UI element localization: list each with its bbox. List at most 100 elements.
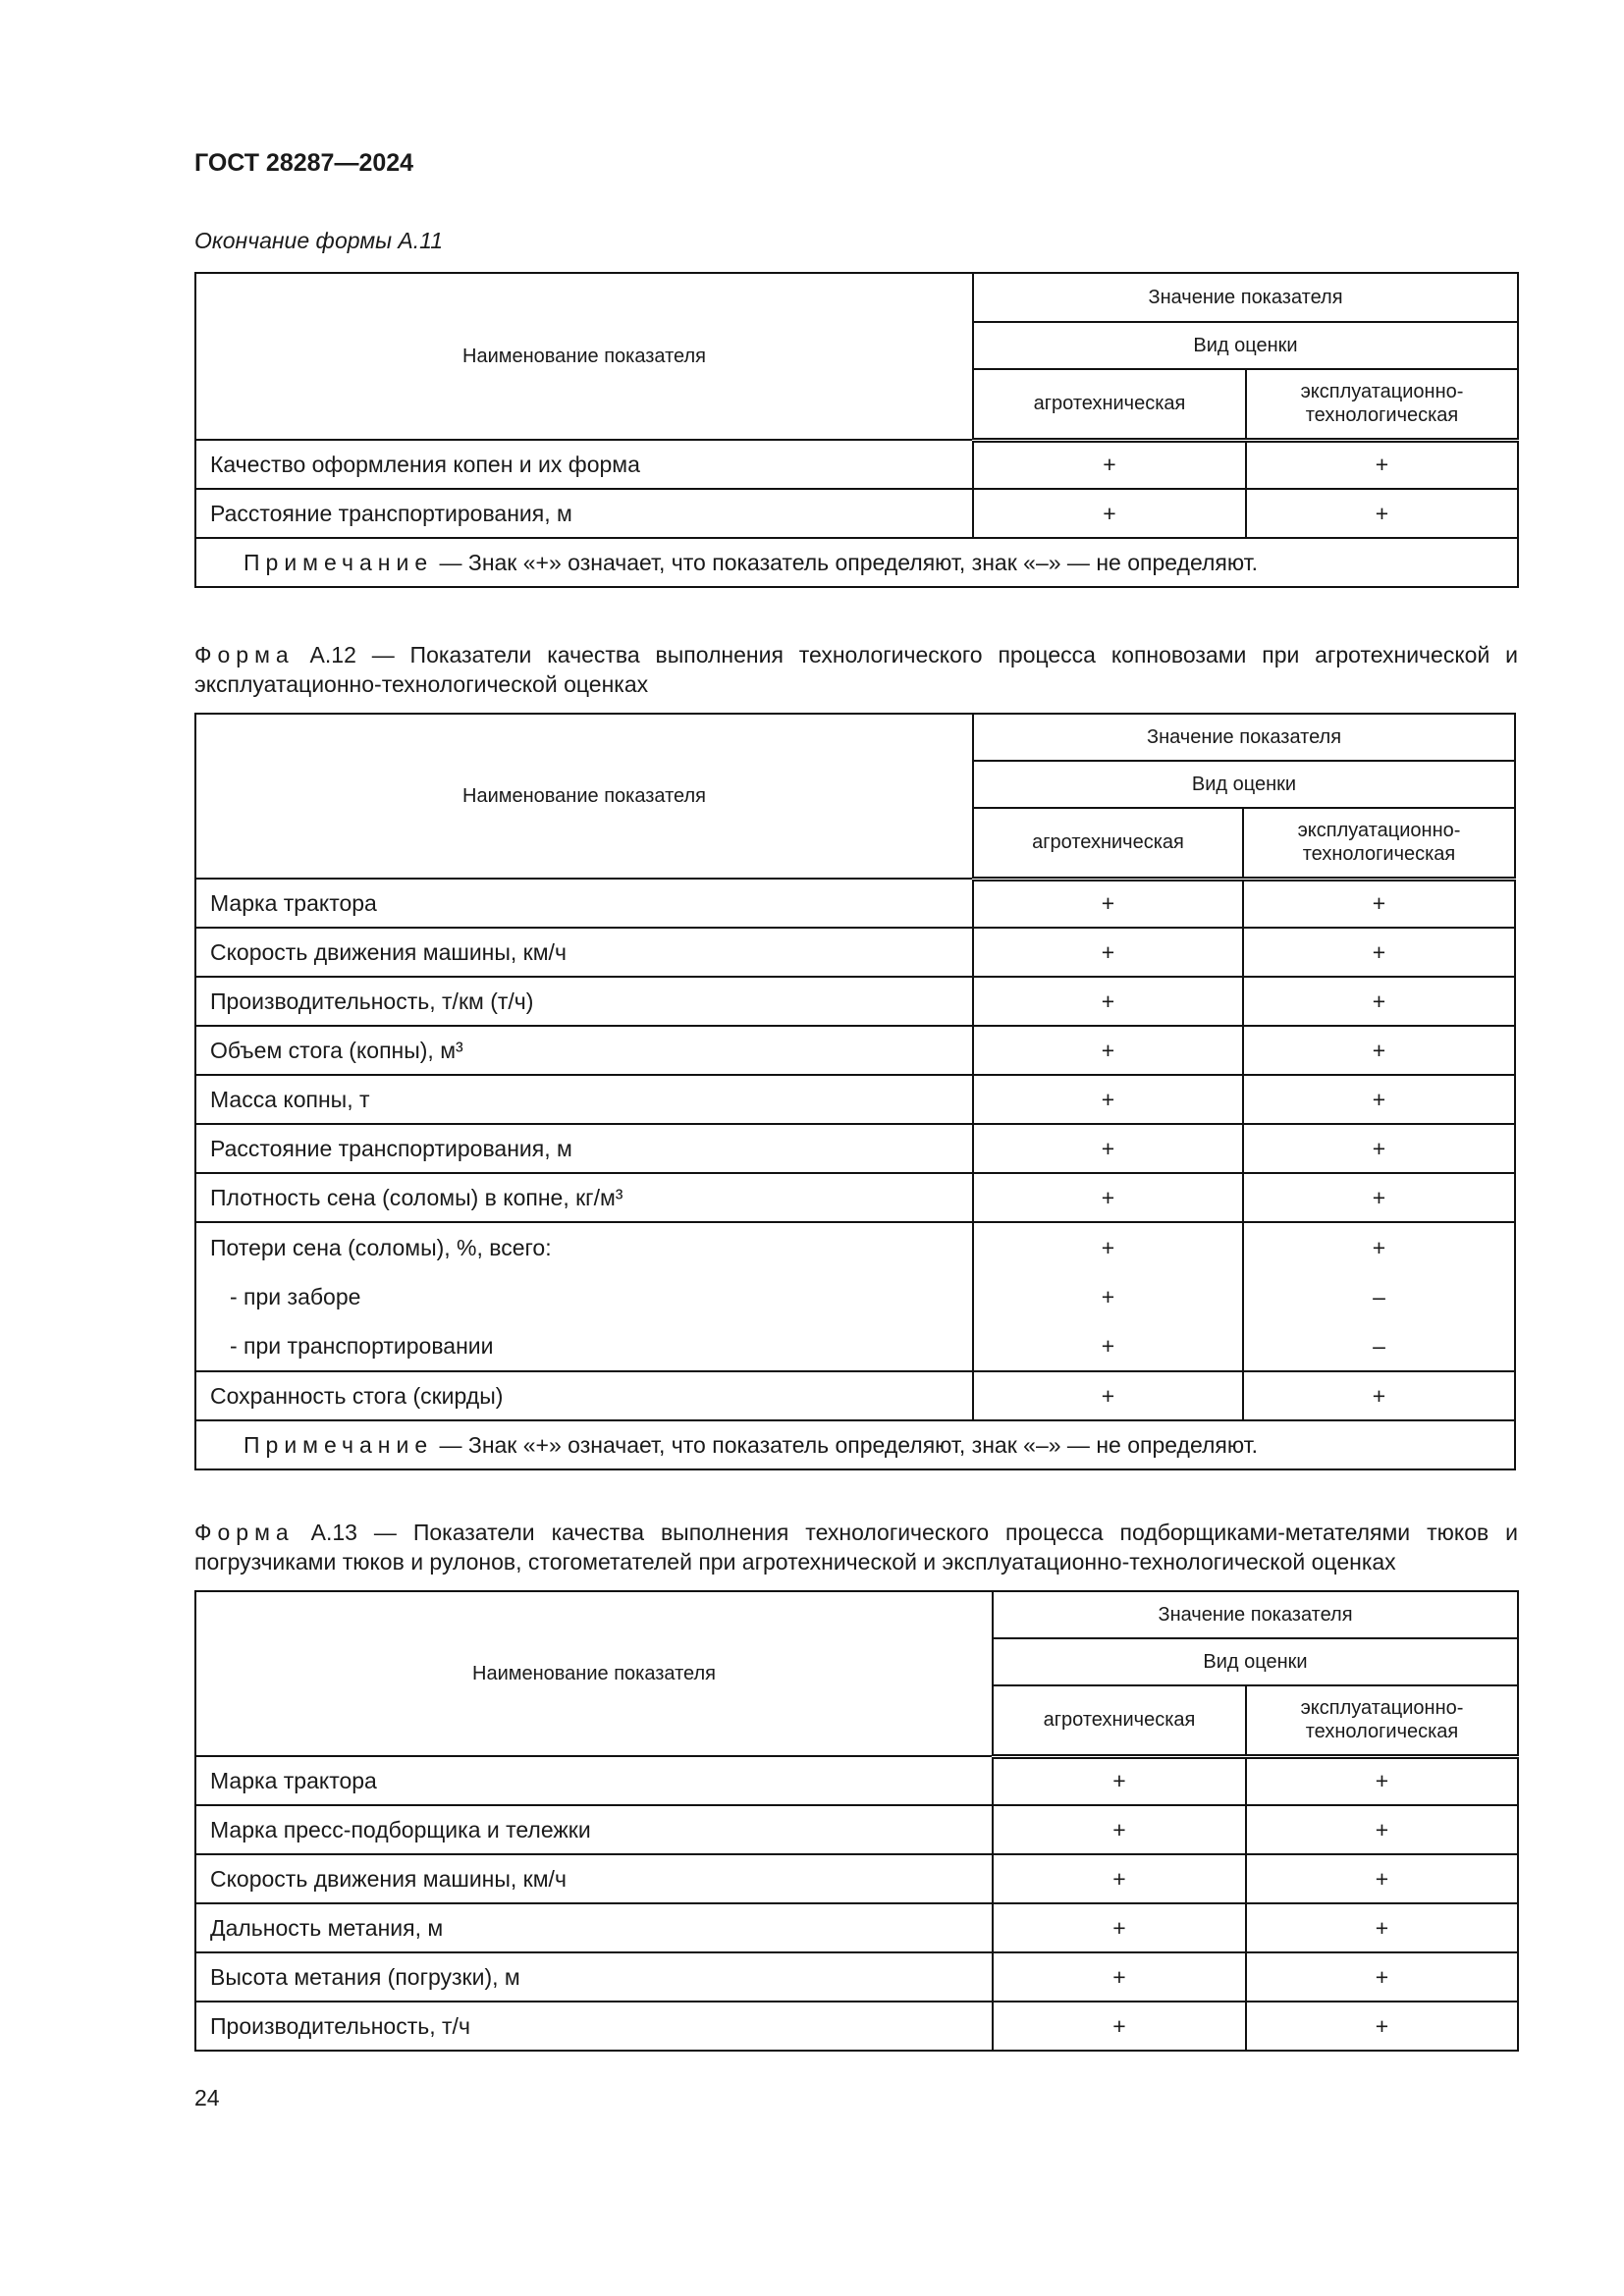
cell-expl: + bbox=[1244, 2001, 1520, 2052]
note-row: Примечание — Знак «+» означает, что пока… bbox=[193, 1419, 1517, 1470]
cell-agro: + bbox=[972, 1025, 1244, 1076]
cell-agro-group: + + + bbox=[972, 1221, 1244, 1372]
caption-text: А.12 — Показатели качества выполнения те… bbox=[194, 642, 1518, 697]
cell-name: Марка трактора bbox=[194, 1755, 994, 1806]
table-row: Сохранность стога (скирды) + + bbox=[194, 1370, 1517, 1421]
page-number: 24 bbox=[194, 2085, 220, 2110]
cell-agro: + bbox=[972, 488, 1247, 539]
column-header-expl: эксплуатационно-технологическая bbox=[1241, 807, 1517, 881]
form-a12-caption: Форма А.12 — Показатели качества выполне… bbox=[194, 640, 1518, 699]
header-row: Наименование показателя Значение показате… bbox=[194, 1590, 1520, 1757]
cell-name: Масса копны, т bbox=[194, 1074, 974, 1125]
continuation-label: Окончание формы А.11 bbox=[194, 228, 444, 253]
table-row: Производительность, т/км (т/ч) + + bbox=[194, 976, 1517, 1027]
header-row: Вид оценки bbox=[195, 1637, 1520, 1686]
cell-agro: + bbox=[992, 1755, 1247, 1806]
caption-word: Форма bbox=[194, 1520, 295, 1545]
table-row: Масса копны, т + + bbox=[194, 1074, 1517, 1125]
column-header-value: Значение показателя bbox=[971, 272, 1520, 323]
cell-agro: + bbox=[972, 1074, 1244, 1125]
table-row: Расстояние транспортирования, м + + bbox=[194, 1123, 1517, 1174]
column-header-expl: эксплуатационно-технологическая bbox=[1244, 368, 1520, 443]
column-header-type: Вид оценки bbox=[971, 321, 1520, 370]
table-row: Марка трактора + + bbox=[194, 1755, 1520, 1806]
header-row: Наименование показателя Значение показате… bbox=[194, 272, 1520, 441]
cell-agro: + bbox=[992, 1804, 1247, 1855]
note-word: Примечание bbox=[244, 549, 434, 575]
cell-name: Марка трактора bbox=[194, 878, 974, 929]
table-row: Дальность метания, м + + bbox=[194, 1902, 1520, 1953]
caption-word: Форма bbox=[194, 642, 295, 667]
cell-name: - при транспортировании bbox=[230, 1333, 494, 1359]
cell-name: Скорость движения машины, км/ч bbox=[194, 1853, 994, 1904]
note-word: Примечание bbox=[244, 1431, 434, 1458]
cell-agro: + bbox=[972, 1370, 1244, 1421]
column-header-name: Наименование показателя bbox=[194, 1590, 994, 1757]
table-row: Расстояние транспортирования, м + + bbox=[194, 488, 1520, 539]
cell-agro: + bbox=[972, 878, 1244, 929]
cell-expl: – bbox=[1373, 1333, 1385, 1359]
column-header-value: Значение показателя bbox=[991, 1590, 1520, 1639]
cell-expl: + bbox=[1241, 1123, 1517, 1174]
header-row: Вид оценки bbox=[195, 760, 1517, 809]
form-table-3: Наименование показателя Значение показате… bbox=[194, 1590, 1520, 2052]
cell-agro: + bbox=[992, 1951, 1247, 2002]
cell-expl: + bbox=[1241, 1172, 1517, 1223]
column-header-agro: агротехническая bbox=[972, 368, 1247, 443]
cell-agro: + bbox=[1101, 1333, 1115, 1359]
cell-expl: + bbox=[1244, 1755, 1520, 1806]
table-row: Плотность сена (соломы) в копне, кг/м³ + + bbox=[194, 1172, 1517, 1223]
cell-agro: + bbox=[1101, 1284, 1115, 1309]
document-code: ГОСТ 28287—2024 bbox=[194, 149, 414, 177]
cell-name: Дальность метания, м bbox=[194, 1902, 994, 1953]
form-a13-caption: Форма А.13 — Показатели качества выполне… bbox=[194, 1518, 1518, 1576]
column-header-type: Вид оценки bbox=[991, 1637, 1520, 1686]
table-row: Высота метания (погрузки), м + + bbox=[194, 1951, 1520, 2002]
table-row: Скорость движения машины, км/ч + + bbox=[194, 1853, 1520, 1904]
form-table-1: Наименование показателя Значение показате… bbox=[193, 272, 1520, 588]
cell-expl-group: + – – bbox=[1241, 1221, 1517, 1372]
header-row: Наименование показателя Значение показате… bbox=[194, 713, 1517, 880]
cell-agro: + bbox=[972, 927, 1244, 978]
form-table-2: Наименование показателя Значение показате… bbox=[193, 713, 1517, 1470]
cell-name: Марка пресс-подборщика и тележки bbox=[194, 1804, 994, 1855]
cell-expl: + bbox=[1372, 1235, 1386, 1260]
cell-agro: + bbox=[992, 1902, 1247, 1953]
cell-expl: + bbox=[1241, 927, 1517, 978]
table-note: Примечание — Знак «+» означает, что пока… bbox=[193, 537, 1520, 588]
cell-name: Расстояние транспортирования, м bbox=[194, 488, 974, 539]
header-row: агротехническая эксплуатационно-технологи… bbox=[195, 1684, 1520, 1759]
cell-name: Плотность сена (соломы) в копне, кг/м³ bbox=[194, 1172, 974, 1223]
cell-name: Высота метания (погрузки), м bbox=[194, 1951, 994, 2002]
cell-name: Производительность, т/км (т/ч) bbox=[194, 976, 974, 1027]
column-header-name: Наименование показателя bbox=[194, 272, 974, 441]
cell-expl: + bbox=[1244, 1951, 1520, 2002]
caption-text: А.13 — Показатели качества выполнения те… bbox=[194, 1520, 1518, 1575]
note-text: — Знак «+» означает, что показатель опре… bbox=[433, 1431, 1258, 1458]
cell-agro: + bbox=[972, 976, 1244, 1027]
header-row: Вид оценки bbox=[195, 321, 1520, 370]
cell-name: Скорость движения машины, км/ч bbox=[194, 927, 974, 978]
cell-agro: + bbox=[992, 2001, 1247, 2052]
cell-agro: + bbox=[992, 1853, 1247, 1904]
cell-expl: + bbox=[1244, 439, 1520, 490]
table-row: Скорость движения машины, км/ч + + bbox=[194, 927, 1517, 978]
cell-name: Производительность, т/ч bbox=[194, 2001, 994, 2052]
cell-expl: + bbox=[1241, 1074, 1517, 1125]
note-text: — Знак «+» означает, что показатель опре… bbox=[433, 549, 1258, 575]
column-header-agro: агротехническая bbox=[992, 1684, 1247, 1759]
cell-name: Расстояние транспортирования, м bbox=[194, 1123, 974, 1174]
column-header-name: Наименование показателя bbox=[194, 713, 974, 880]
cell-agro: + bbox=[1101, 1235, 1115, 1260]
table-row: Марка трактора + + bbox=[194, 878, 1517, 929]
column-header-agro: агротехническая bbox=[972, 807, 1244, 881]
cell-expl: + bbox=[1241, 1370, 1517, 1421]
cell-agro: + bbox=[972, 1123, 1244, 1174]
column-header-type: Вид оценки bbox=[971, 760, 1517, 809]
table-row: Производительность, т/ч + + bbox=[194, 2001, 1520, 2052]
cell-expl: + bbox=[1244, 1902, 1520, 1953]
table-note: Примечание — Знак «+» означает, что пока… bbox=[193, 1419, 1517, 1470]
cell-expl: + bbox=[1244, 1853, 1520, 1904]
cell-name: - при заборе bbox=[230, 1284, 361, 1309]
header-row: агротехническая эксплуатационно-технологи… bbox=[195, 368, 1520, 443]
